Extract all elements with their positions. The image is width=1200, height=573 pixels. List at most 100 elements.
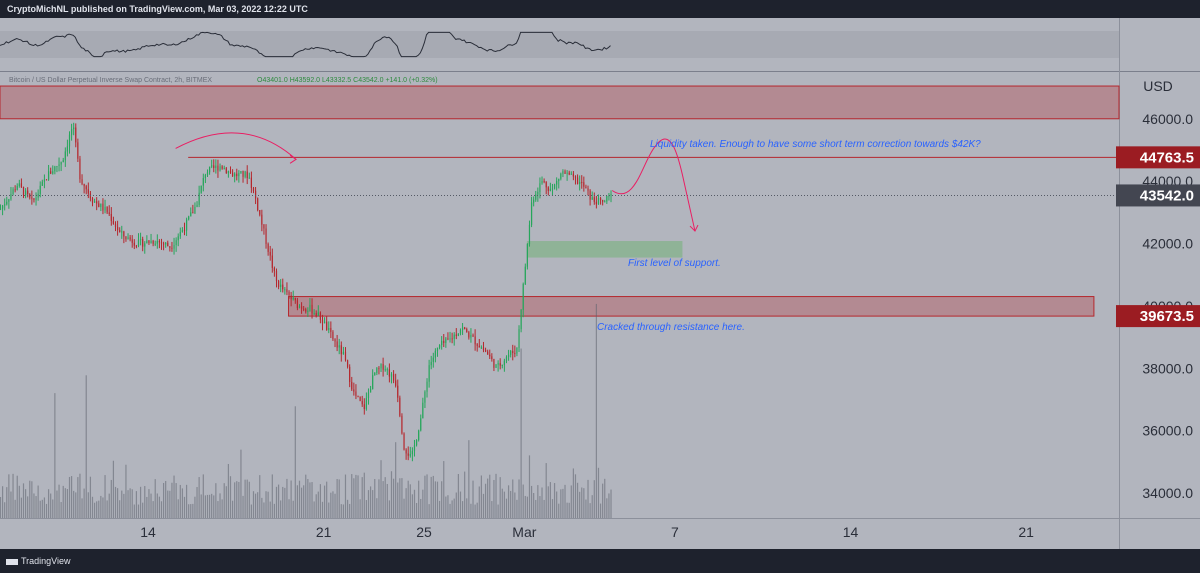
candle-body[interactable] xyxy=(121,231,123,233)
candle-body[interactable] xyxy=(12,189,14,195)
candle-body[interactable] xyxy=(96,201,98,204)
candle-body[interactable] xyxy=(430,361,432,366)
candle-body[interactable] xyxy=(317,312,319,317)
candle-body[interactable] xyxy=(474,336,476,345)
candle-body[interactable] xyxy=(39,185,41,194)
candle-body[interactable] xyxy=(470,334,472,338)
candle-body[interactable] xyxy=(589,190,591,200)
candle-body[interactable] xyxy=(357,395,359,398)
main-pane[interactable] xyxy=(0,72,1119,518)
candle-body[interactable] xyxy=(311,304,313,314)
candle-body[interactable] xyxy=(443,340,445,343)
candle-body[interactable] xyxy=(246,171,248,179)
candle-body[interactable] xyxy=(8,199,10,202)
candle-body[interactable] xyxy=(359,397,361,402)
candle-body[interactable] xyxy=(545,182,547,188)
candle-body[interactable] xyxy=(18,183,20,186)
candle-body[interactable] xyxy=(142,239,144,247)
candle-body[interactable] xyxy=(415,439,418,446)
candle-body[interactable] xyxy=(20,183,23,187)
candle-body[interactable] xyxy=(526,244,528,267)
candle-body[interactable] xyxy=(466,328,468,333)
candle-body[interactable] xyxy=(240,171,242,174)
candle-body[interactable] xyxy=(1,205,4,209)
oscillator-line[interactable] xyxy=(0,31,611,58)
candle-body[interactable] xyxy=(41,181,43,186)
candle-body[interactable] xyxy=(328,327,330,330)
candle-body[interactable] xyxy=(225,168,227,174)
candle-body[interactable] xyxy=(372,375,374,390)
candle-body[interactable] xyxy=(175,240,177,246)
candle-body[interactable] xyxy=(342,351,344,355)
candle-body[interactable] xyxy=(81,179,83,184)
candle-body[interactable] xyxy=(409,454,411,456)
candle-body[interactable] xyxy=(380,364,382,369)
candle-body[interactable] xyxy=(202,177,204,186)
candle-body[interactable] xyxy=(593,197,595,202)
candle-body[interactable] xyxy=(54,166,56,172)
candle-body[interactable] xyxy=(0,208,2,210)
candle-body[interactable] xyxy=(520,309,522,330)
zone-resistance-cracked[interactable] xyxy=(288,296,1095,317)
candle-body[interactable] xyxy=(133,242,135,246)
candle-body[interactable] xyxy=(73,127,75,130)
candle-body[interactable] xyxy=(91,198,94,203)
candle-body[interactable] xyxy=(487,351,489,355)
candle-body[interactable] xyxy=(188,216,190,220)
candle-body[interactable] xyxy=(303,308,305,310)
candle-body[interactable] xyxy=(288,292,290,296)
candle-body[interactable] xyxy=(610,193,612,196)
candle-body[interactable] xyxy=(152,240,154,244)
candle-body[interactable] xyxy=(263,224,265,229)
candle-body[interactable] xyxy=(447,338,449,340)
candle-body[interactable] xyxy=(229,171,232,173)
candle-body[interactable] xyxy=(85,186,87,190)
candle-body[interactable] xyxy=(179,231,181,237)
candle-body[interactable] xyxy=(79,158,81,180)
candle-body[interactable] xyxy=(349,366,351,382)
candle-body[interactable] xyxy=(146,240,148,244)
candle-body[interactable] xyxy=(365,398,367,410)
candle-body[interactable] xyxy=(512,350,514,353)
candle-body[interactable] xyxy=(108,212,110,214)
candle-body[interactable] xyxy=(131,239,133,243)
candle-body[interactable] xyxy=(336,341,338,348)
candle-body[interactable] xyxy=(16,185,18,190)
candle-body[interactable] xyxy=(493,359,495,368)
candle-body[interactable] xyxy=(275,271,278,281)
candle-body[interactable] xyxy=(27,190,29,195)
candle-body[interactable] xyxy=(248,177,250,179)
candle-body[interactable] xyxy=(426,381,428,392)
candle-body[interactable] xyxy=(543,180,545,183)
candle-body[interactable] xyxy=(576,177,579,184)
candle-body[interactable] xyxy=(221,166,223,169)
candle-body[interactable] xyxy=(390,374,393,377)
candle-body[interactable] xyxy=(606,196,608,202)
candle-body[interactable] xyxy=(309,304,311,311)
candle-body[interactable] xyxy=(119,230,121,232)
candle-body[interactable] xyxy=(424,391,426,403)
candle-body[interactable] xyxy=(158,241,161,243)
candle-body[interactable] xyxy=(192,212,194,214)
candle-body[interactable] xyxy=(181,229,184,232)
candle-body[interactable] xyxy=(560,173,562,179)
candle-body[interactable] xyxy=(58,164,60,166)
candle-body[interactable] xyxy=(280,284,282,287)
candle-body[interactable] xyxy=(376,368,378,373)
candle-body[interactable] xyxy=(183,229,186,231)
candle-body[interactable] xyxy=(524,266,526,285)
candle-body[interactable] xyxy=(361,401,363,405)
candle-body[interactable] xyxy=(173,245,175,249)
candle-body[interactable] xyxy=(568,172,570,175)
candle-body[interactable] xyxy=(505,356,508,361)
candle-body[interactable] xyxy=(250,177,252,188)
candle-body[interactable] xyxy=(367,392,370,399)
candle-body[interactable] xyxy=(102,203,104,211)
candle-body[interactable] xyxy=(397,385,399,398)
candle-body[interactable] xyxy=(24,190,27,195)
zone-resistance-top[interactable] xyxy=(0,85,1120,120)
candle-body[interactable] xyxy=(135,245,138,247)
candle-body[interactable] xyxy=(254,190,257,199)
candle-body[interactable] xyxy=(326,321,328,330)
candle-body[interactable] xyxy=(10,194,12,200)
